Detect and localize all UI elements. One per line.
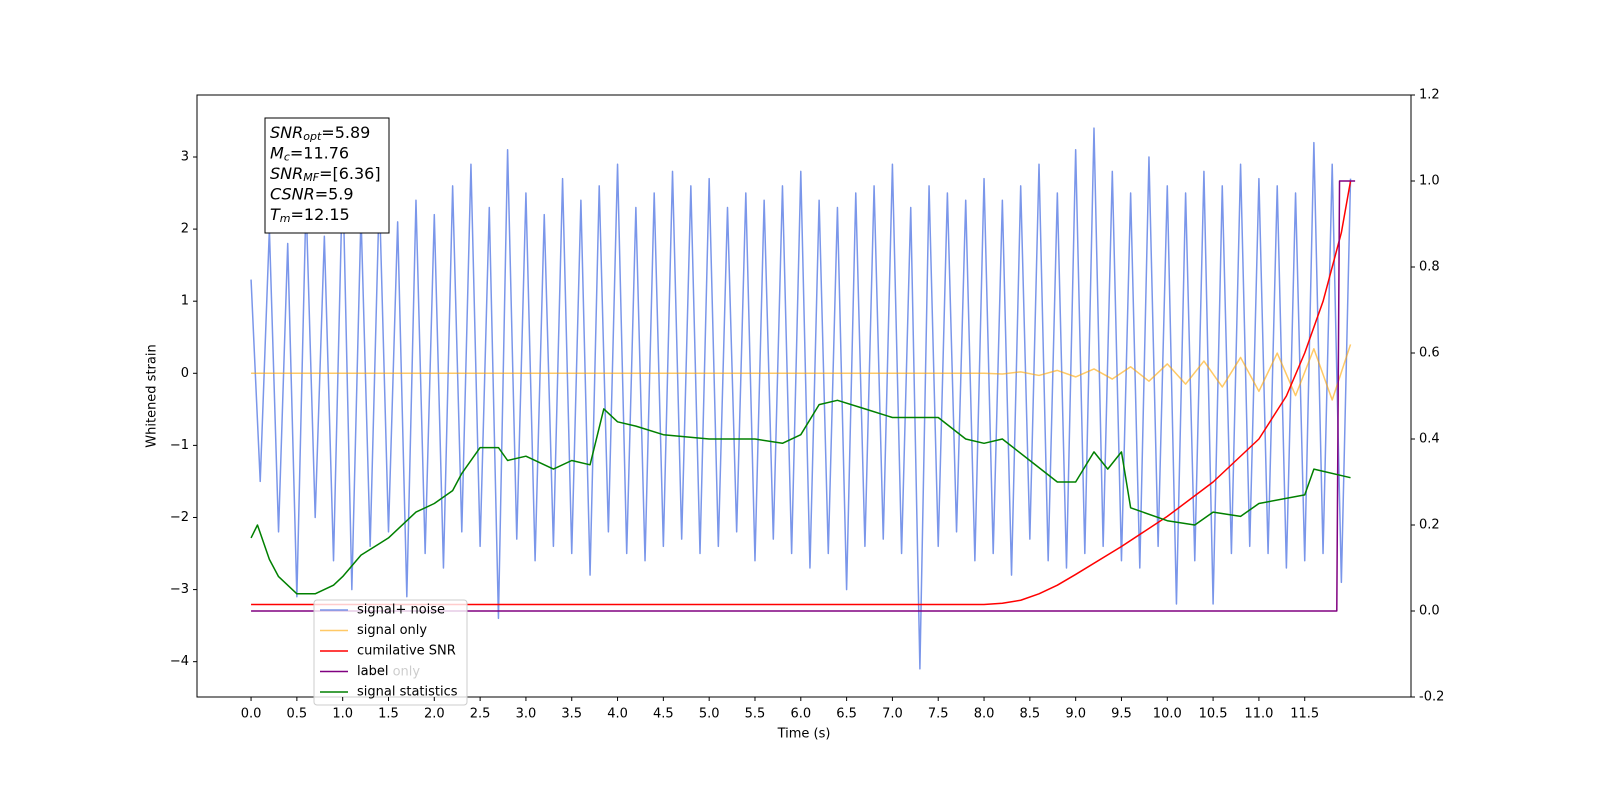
annotation-line: Mc=11.76 [270,143,349,164]
series-line [250,127,1352,670]
annotation-symbol: T [270,205,281,224]
annotation-value: =11.76 [290,143,349,162]
y-tick-label: −2 [170,510,189,525]
legend-frame [313,599,468,706]
x-tick-label: 9.0 [1065,707,1086,722]
x-tick-label: 7.5 [928,707,949,722]
annotation-symbol: M [270,143,284,162]
x-tick-label: 6.0 [790,707,811,722]
x-tick-label: 8.0 [974,707,995,722]
annotation-symbol: SNR [270,164,303,183]
legend-label: signal statistics [357,685,458,700]
legend-label: signal+ noise [357,603,445,618]
annotation-subscript: opt [303,130,322,143]
y-tick-label: −1 [170,438,189,453]
annotation-value: =5.9 [315,184,354,203]
y-tick-label: 3 [181,150,189,165]
x-tick-label: 9.5 [1111,707,1132,722]
x-tick-label: 4.0 [607,707,628,722]
y2-tick-label: -0.2 [1419,690,1444,705]
annotation-line: SNRMF=[6.36] [270,164,381,185]
y2-tick-label: 1.0 [1419,174,1440,189]
annotation-subscript: m [280,212,291,225]
annotation-line: CSNR=5.9 [270,184,354,203]
y-tick-label: −4 [170,654,189,669]
axes-frame [196,94,1412,698]
x-tick-label: 6.5 [836,707,857,722]
legend-label: signal only [357,623,427,638]
x-tick-label: 3.5 [561,707,582,722]
x-tick-label: 2.5 [470,707,491,722]
y2-tick-label: 0.0 [1419,604,1440,619]
series-line [251,180,1352,606]
x-tick-label: 4.5 [653,707,674,722]
annotation-line: SNRopt=5.89 [270,123,370,144]
y-tick-label: 1 [181,294,189,309]
annotation-frame [264,117,390,234]
y-tick-label: 2 [181,222,189,237]
annotation-value: =12.15 [291,205,350,224]
annotation-box: SNRopt=5.89Mc=11.76SNRMF=[6.36]CSNR=5.9T… [264,117,390,234]
annotation-symbol: CSNR [270,184,315,203]
legend-label: label [357,664,388,679]
x-tick-label: 5.0 [699,707,720,722]
y2-tick-label: 1.2 [1419,88,1440,103]
x-tick-label: 11.5 [1290,707,1319,722]
x-tick-label: 11.0 [1244,707,1273,722]
annotation-value: =5.89 [321,123,370,142]
y2-tick-label: 0.6 [1419,346,1440,361]
annotation-line: Tm=12.15 [270,205,350,226]
x-tick-label: 0.5 [287,707,308,722]
series-line [251,344,1352,401]
legend-label: cumilative SNR [357,644,456,659]
x-tick-label: 3.0 [516,707,537,722]
annotation-subscript: MF [303,171,319,184]
x-tick-label: 8.5 [1020,707,1041,722]
x-tick-label: 0.0 [241,707,262,722]
x-tick-label: 5.5 [745,707,766,722]
y2-tick-label: 0.4 [1419,432,1440,447]
x-tick-label: 1.0 [332,707,353,722]
y-tick-label: 0 [181,366,189,381]
x-tick-label: 10.5 [1199,707,1228,722]
x-tick-label: 10.0 [1153,707,1182,722]
series-line [250,399,1351,595]
annotation-symbol: SNR [270,123,303,142]
y2-tick-label: 0.8 [1419,260,1440,275]
plot-area [250,127,1356,670]
y-tick-label: −3 [170,582,189,597]
x-tick-label: 2.0 [424,707,445,722]
annotation-subscript: c [284,151,290,164]
x-axis-label: Time (s) [777,727,831,742]
x-tick-label: 1.5 [378,707,399,722]
y2-tick-label: 0.2 [1419,518,1440,533]
y-axis-label: Whitened strain [145,344,160,447]
x-tick-label: 7.0 [882,707,903,722]
series-line [251,180,1356,612]
annotation-value: =[6.36] [319,164,381,183]
